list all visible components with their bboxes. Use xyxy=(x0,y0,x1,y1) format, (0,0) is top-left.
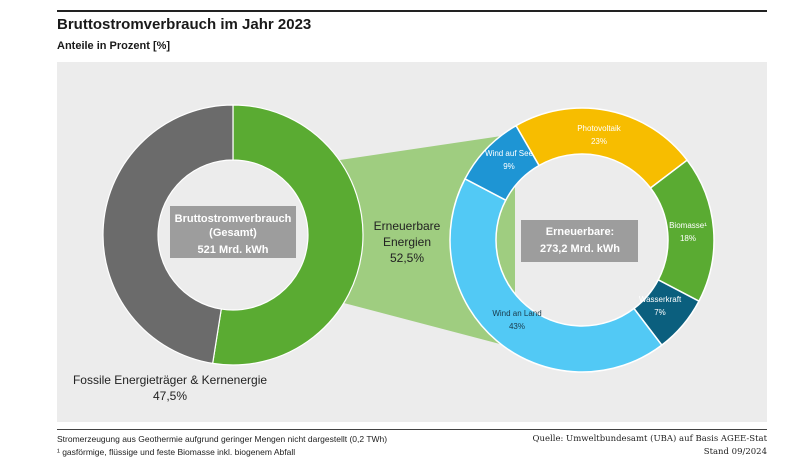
footnote-biomasse: ¹ gasförmige, flüssige und feste Biomass… xyxy=(57,447,296,457)
footnote-geothermie: Stromerzeugung aus Geothermie aufgrund g… xyxy=(57,434,388,444)
center-label-renewables-total: 273,2 Mrd. kWh xyxy=(540,243,620,255)
center-label-total: 521 Mrd. kWh xyxy=(198,244,269,256)
source-note: Quelle: Umweltbundesamt (UBA) auf Basis … xyxy=(532,434,767,444)
date-note: Stand 09/2024 xyxy=(703,447,767,457)
label-fossil-value: 47,5% xyxy=(153,389,187,403)
segment-value-wind-auf-see: 9% xyxy=(503,162,515,171)
donut-slice-wind-auf-see xyxy=(464,124,541,202)
segment-label-wind-auf-see: Wind auf See xyxy=(485,149,534,158)
segment-value-photovoltaik: 23% xyxy=(591,137,607,146)
center-label-line-2: (Gesamt) xyxy=(209,227,257,239)
center-label-line-1: Bruttostromverbrauch xyxy=(175,213,292,225)
center-label-renewables: Erneuerbare: xyxy=(546,226,614,238)
segment-value-wasserkraft: 7% xyxy=(654,308,666,317)
top-rule xyxy=(57,10,767,12)
center-box-renewables xyxy=(521,220,638,262)
segment-label-biomasse: Biomasse¹ xyxy=(669,221,707,230)
segment-label-photovoltaik: Photovoltaik xyxy=(577,124,622,133)
label-renewable-line-2: Energien xyxy=(383,235,431,249)
donut-slice-photovoltaik xyxy=(514,107,689,190)
segment-value-wind-an-land: 43% xyxy=(509,322,525,331)
chart-title: Bruttostromverbrauch im Jahr 2023 xyxy=(57,16,312,33)
segment-label-wind-an-land: Wind an Land xyxy=(492,309,541,318)
center-box-total xyxy=(170,206,296,258)
segment-label-wasserkraft: Wasserkraft xyxy=(639,295,682,304)
donut-slice-fossile-energietr-ger-kernenergie xyxy=(102,104,234,365)
label-fossil: Fossile Energieträger & Kernenergie xyxy=(73,373,267,387)
label-renewable-value: 52,5% xyxy=(390,251,424,265)
donut-slice-wind-an-land xyxy=(449,177,663,373)
label-renewable-line-1: Erneuerbare xyxy=(374,219,441,233)
bottom-rule xyxy=(57,429,767,430)
segment-value-biomasse: 18% xyxy=(680,234,696,243)
donut-slice-erneuerbare-energien xyxy=(211,104,364,366)
chart-subtitle: Anteile in Prozent [%] xyxy=(57,40,171,52)
